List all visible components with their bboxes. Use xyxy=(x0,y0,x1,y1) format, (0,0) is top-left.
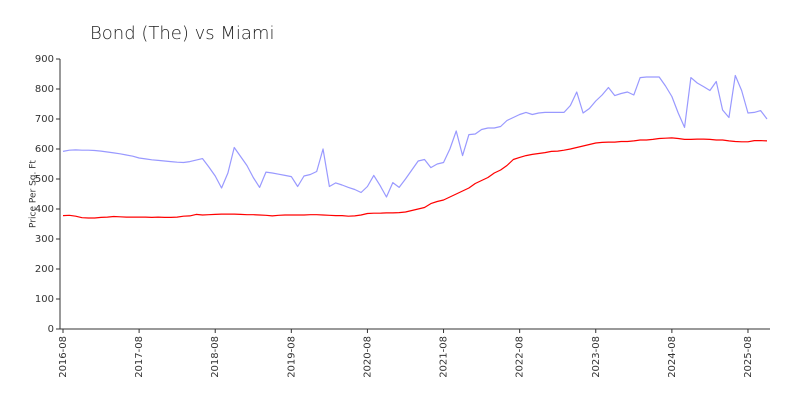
x-tick-label: 2017-08 xyxy=(134,336,145,378)
y-tick-label: 0 xyxy=(48,324,54,335)
y-tick-label: 600 xyxy=(35,144,54,155)
y-tick-label: 200 xyxy=(35,264,54,275)
series-line xyxy=(62,74,768,198)
x-tick-label: 2025-08 xyxy=(743,336,754,378)
x-tick-label: 2022-08 xyxy=(515,336,526,378)
y-tick-label: 700 xyxy=(35,114,54,125)
x-tick-label: 2018-08 xyxy=(210,336,221,378)
x-tick-label: 2016-08 xyxy=(58,336,69,378)
x-tick-label: 2024-08 xyxy=(667,336,678,378)
y-axis-label: Price Per Sq. Ft xyxy=(29,160,39,228)
x-tick-label: 2023-08 xyxy=(591,336,602,378)
y-tick-label: 100 xyxy=(35,294,54,305)
y-tick-label: 500 xyxy=(35,174,54,185)
y-tick-label: 900 xyxy=(35,54,54,65)
chart-title: Bond (The) vs Miami xyxy=(90,23,274,44)
y-tick-label: 800 xyxy=(35,84,54,95)
series-line xyxy=(62,137,768,219)
x-tick-label: 2020-08 xyxy=(362,336,373,378)
y-tick-label: 400 xyxy=(35,204,54,215)
x-tick-label: 2019-08 xyxy=(286,336,297,378)
y-tick-label: 300 xyxy=(35,234,54,245)
x-tick-label: 2021-08 xyxy=(439,336,450,378)
